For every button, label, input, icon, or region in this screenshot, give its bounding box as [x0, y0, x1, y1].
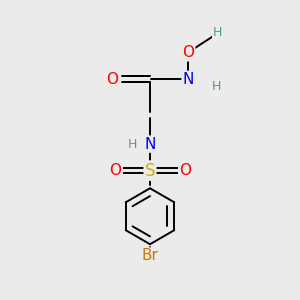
- Text: N: N: [144, 136, 156, 152]
- Text: N: N: [183, 72, 194, 87]
- Text: O: O: [182, 45, 194, 60]
- Text: H: H: [128, 138, 137, 151]
- Text: Br: Br: [142, 248, 158, 263]
- Text: O: O: [109, 163, 121, 178]
- Text: S: S: [145, 162, 155, 180]
- Text: H: H: [213, 26, 222, 39]
- Text: O: O: [106, 72, 118, 87]
- Text: O: O: [179, 163, 191, 178]
- Text: H: H: [212, 80, 221, 93]
